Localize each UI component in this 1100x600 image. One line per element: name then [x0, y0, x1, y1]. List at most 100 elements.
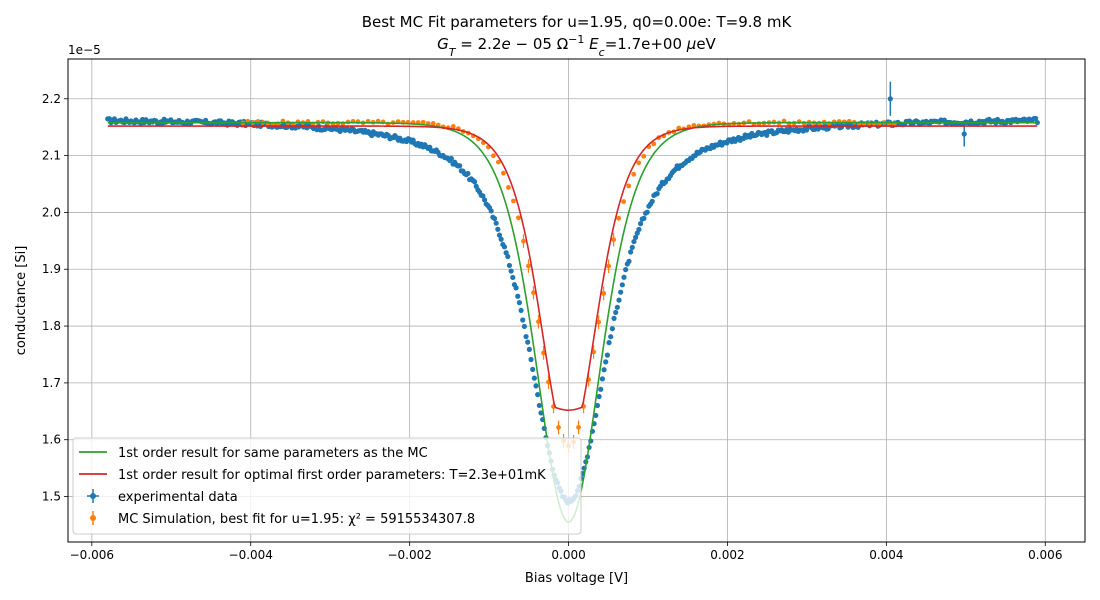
subtitle-fragment: T [449, 46, 457, 59]
data-point [515, 293, 521, 299]
y-tick-label: 2.2 [42, 92, 61, 106]
data-point [598, 386, 604, 392]
data-point [448, 155, 454, 162]
data-point [511, 198, 516, 204]
data-point [1033, 115, 1039, 122]
data-point [629, 244, 635, 251]
legend-marker [90, 515, 96, 521]
x-tick-label: 0.002 [710, 548, 744, 562]
data-point [508, 268, 514, 274]
data-point [528, 356, 534, 363]
y-axis-label: conductance [Si] [14, 246, 29, 356]
data-point [510, 274, 516, 281]
data-point [841, 119, 847, 125]
data-point [608, 334, 614, 340]
x-tick-label: 0.006 [1028, 548, 1062, 562]
data-point [490, 153, 496, 159]
data-point [654, 191, 660, 197]
data-point [498, 236, 504, 242]
data-point [530, 366, 536, 372]
data-point [644, 209, 650, 215]
legend-box [72, 437, 582, 535]
data-point [596, 319, 602, 325]
data-point [525, 339, 531, 345]
x-tick-label: −0.002 [387, 548, 431, 562]
data-point [825, 126, 831, 132]
subtitle-fragment: − 05 Ω [511, 35, 568, 53]
data-point [619, 282, 625, 288]
data-point [631, 171, 637, 177]
data-point [491, 215, 498, 222]
subtitle-fragment: c [599, 46, 605, 59]
data-point [495, 226, 501, 232]
data-point [611, 237, 617, 243]
data-point [636, 160, 642, 166]
chart-title: Best MC Fit parameters for u=1.95, q0=0.… [362, 13, 793, 31]
data-point [523, 333, 529, 340]
subtitle-fragment: −1 [568, 33, 584, 46]
subtitle-fragment: μ [686, 35, 697, 53]
x-axis-label: Bias voltage [V] [525, 571, 628, 586]
data-point [501, 170, 506, 176]
data-point [501, 244, 508, 250]
legend-label: 1st order result for optimal first order… [118, 468, 546, 483]
data-point [536, 402, 542, 409]
data-point [618, 289, 624, 295]
data-point [641, 215, 647, 221]
data-point [626, 183, 632, 189]
legend-marker [90, 493, 96, 499]
data-point [764, 132, 770, 138]
data-point [606, 340, 612, 346]
y-axis-offset-label: 1e−5 [68, 43, 101, 57]
data-point [481, 197, 488, 203]
y-tick-label: 1.8 [42, 319, 61, 333]
data-point [616, 215, 622, 221]
data-point [496, 232, 503, 238]
data-point [471, 179, 478, 185]
data-point [633, 234, 639, 240]
legend-label: experimental data [118, 490, 238, 505]
data-point [533, 383, 539, 389]
axis-ticks: −0.006 −0.004 −0.002 0.000 0.002 0.004 0.006 1.… [42, 92, 1063, 562]
series-1 [107, 125, 1038, 411]
x-tick-label: −0.004 [229, 548, 273, 562]
data-point [603, 359, 609, 365]
subtitle-fragment: = 2.2 [456, 35, 502, 53]
subtitle-fragment: e [502, 35, 511, 53]
data-point [526, 263, 531, 269]
data-point [691, 122, 697, 128]
data-point [628, 249, 634, 255]
data-point [601, 367, 607, 373]
data-point [826, 121, 832, 126]
plot-area [105, 81, 1040, 523]
data-point [614, 304, 620, 310]
data-point [641, 153, 647, 159]
data-point [420, 119, 426, 125]
subtitle-fragment: E [589, 35, 599, 53]
data-point [604, 352, 610, 358]
y-tick-label: 1.7 [42, 376, 61, 390]
data-point [531, 375, 537, 381]
data-point [505, 253, 511, 260]
data-point [601, 290, 607, 296]
data-point [649, 198, 655, 204]
data-point [488, 208, 494, 214]
data-point [961, 131, 967, 137]
data-point [521, 323, 527, 330]
subtitle-fragment: eV [696, 35, 716, 53]
data-point [513, 285, 519, 291]
y-tick-label: 1.9 [42, 262, 61, 276]
data-point [631, 238, 637, 245]
data-point [636, 226, 642, 233]
plot-frame [67, 58, 1086, 543]
data-point [493, 220, 499, 226]
subtitle-fragment: G [437, 35, 449, 53]
y-tick-label: 2.1 [42, 149, 61, 163]
data-point [637, 221, 644, 227]
data-point [295, 119, 301, 125]
y-tick-label: 1.5 [42, 490, 61, 504]
legend-label: 1st order result for same parameters as … [118, 446, 428, 461]
data-point [518, 307, 524, 314]
subtitle-fragment: =1.7e+00 [605, 35, 687, 53]
